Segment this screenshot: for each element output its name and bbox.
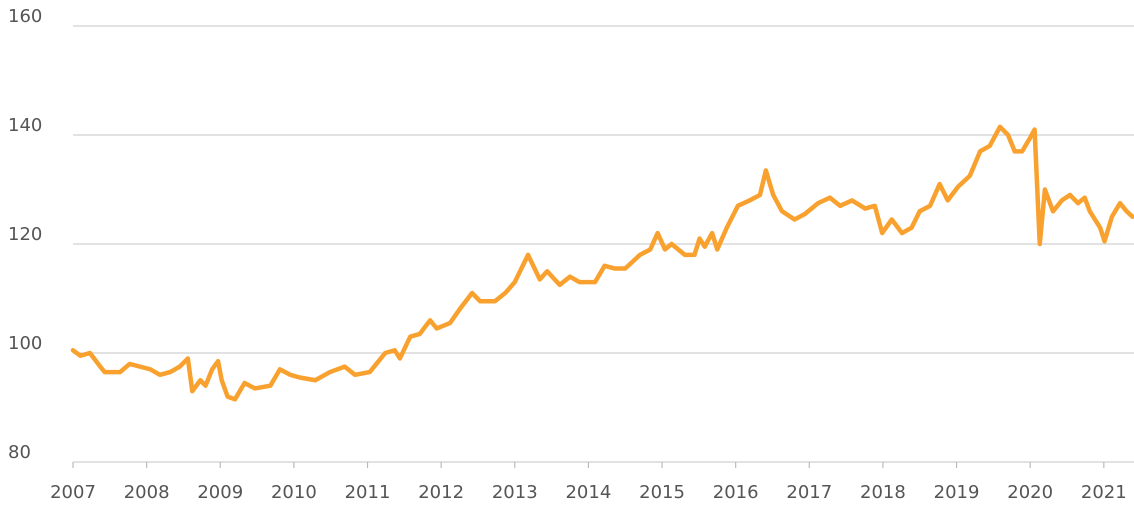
y-tick-label: 140 (8, 115, 42, 136)
x-tick-label: 2012 (418, 482, 464, 503)
x-tick-label: 2016 (713, 482, 759, 503)
y-tick-label: 100 (8, 333, 42, 354)
x-tick-label: 2009 (197, 482, 243, 503)
x-tick-label: 2017 (786, 482, 832, 503)
x-tick-label: 2019 (934, 482, 980, 503)
x-tick-label: 2014 (565, 482, 611, 503)
x-tick-label: 2013 (492, 482, 538, 503)
y-tick-label: 160 (8, 6, 42, 27)
line (70, 124, 1134, 402)
x-tick-label: 2015 (639, 482, 685, 503)
x-tick-label: 2011 (345, 482, 391, 503)
x-tick-label: 2020 (1007, 482, 1053, 503)
y-tick-label: 80 (8, 442, 31, 463)
x-tick-label: 2008 (124, 482, 170, 503)
y-tick-label: 120 (8, 224, 42, 245)
x-tick-label: 2010 (271, 482, 317, 503)
x-tick-label: 2021 (1081, 482, 1127, 503)
x-tick-label: 2018 (860, 482, 906, 503)
x-tick-label: 2007 (50, 482, 96, 503)
